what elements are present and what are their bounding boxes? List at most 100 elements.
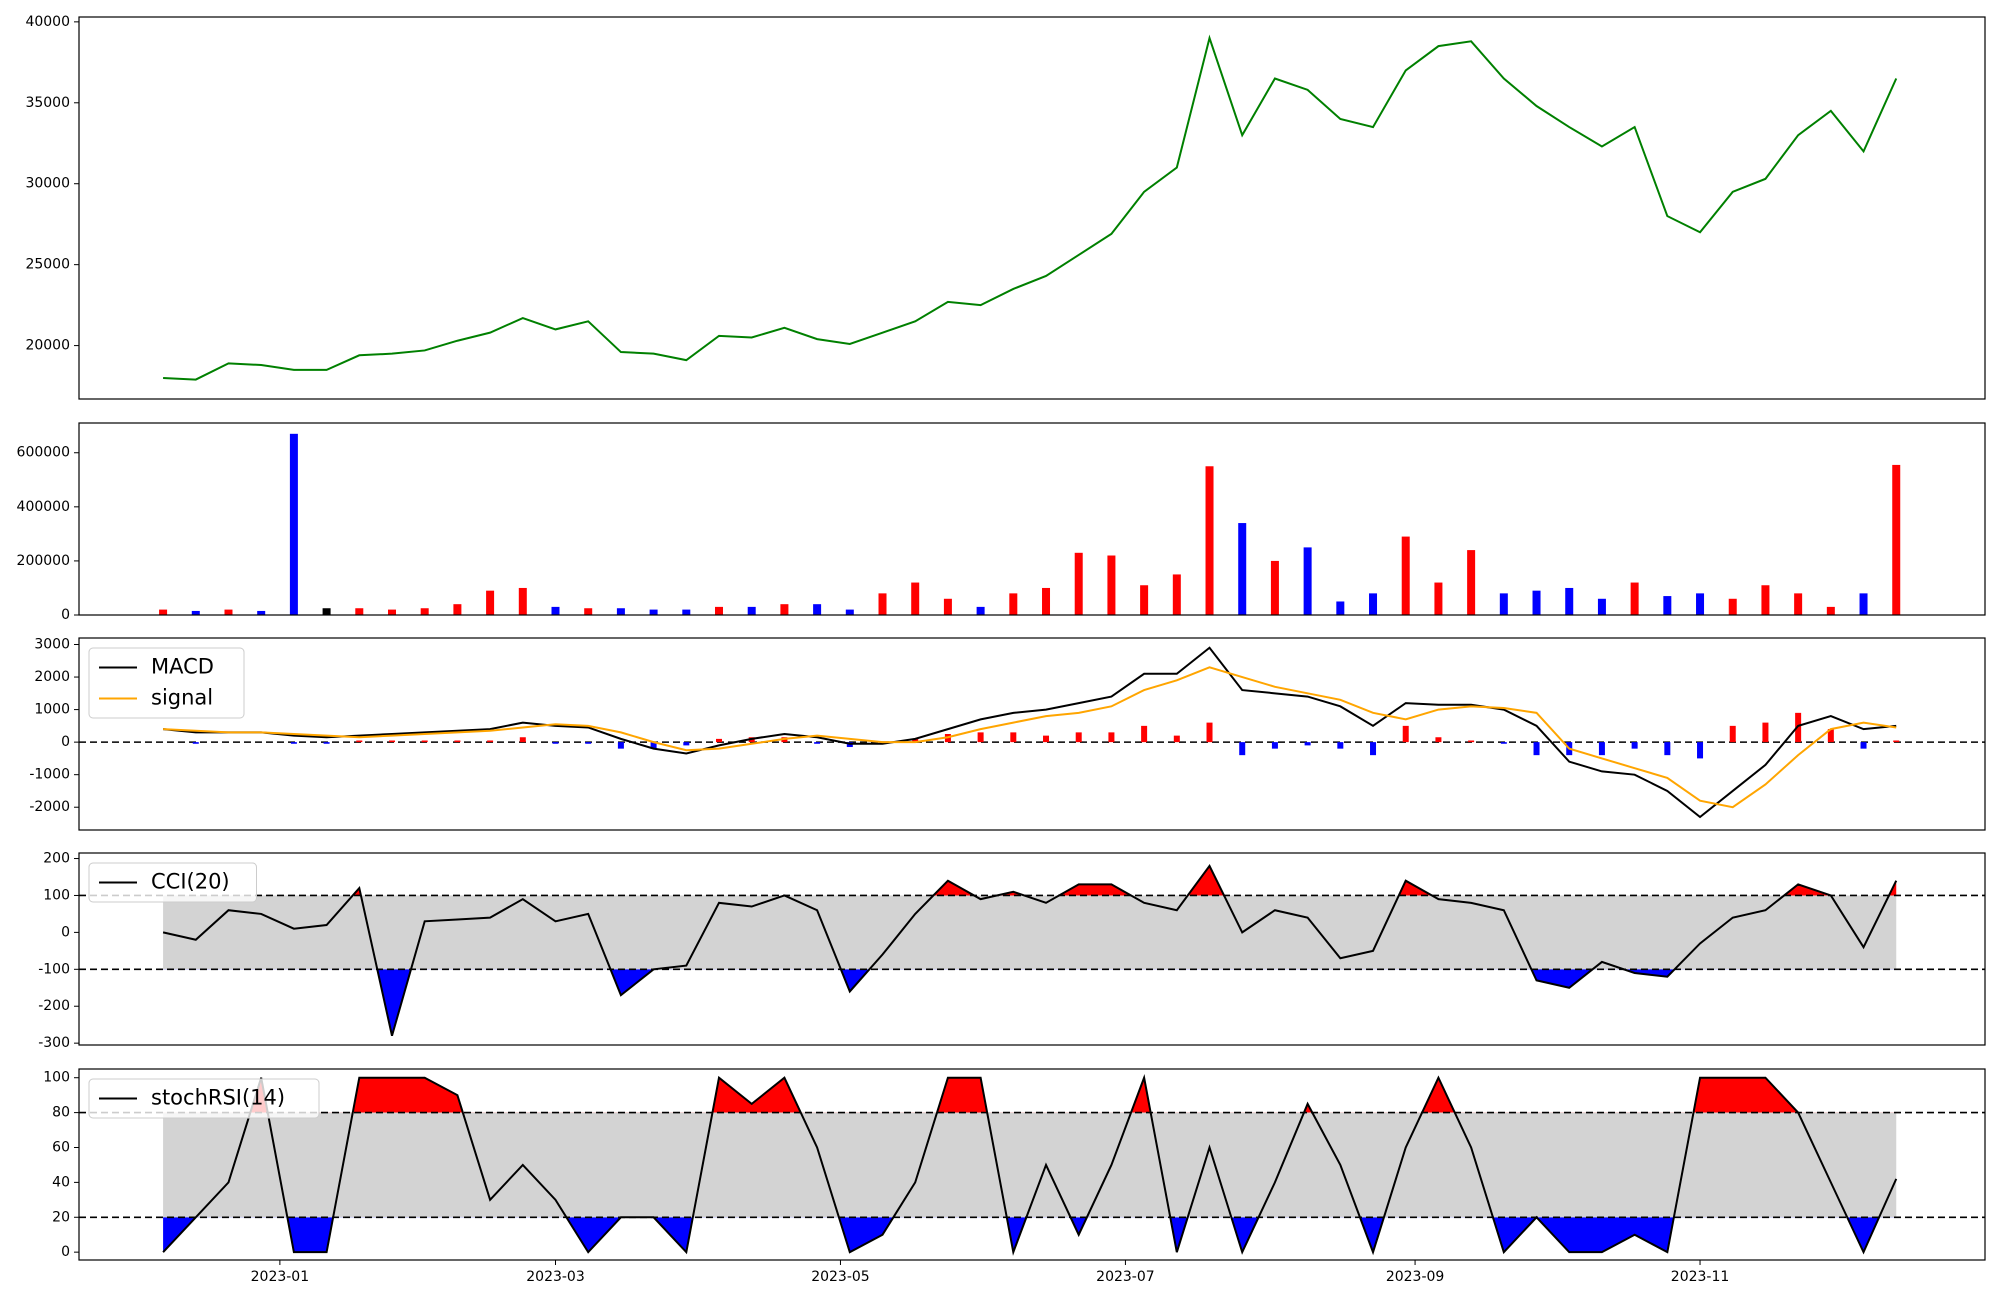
- volume-bar: [224, 609, 233, 615]
- histogram-bar: [1729, 725, 1736, 743]
- histogram-bar: [323, 742, 330, 744]
- y-tick-label: 25000: [25, 257, 70, 273]
- histogram-bar: [814, 742, 821, 744]
- series-line: [162, 1074, 1898, 1256]
- histogram-bar: [1893, 740, 1900, 743]
- volume-bar: [551, 606, 560, 615]
- x-tick-label: 2023-05: [811, 1269, 870, 1285]
- legend-label: MACD: [151, 655, 214, 679]
- y-tick-label: 100: [43, 887, 70, 903]
- volume-bar: [682, 609, 691, 615]
- x-tick-label: 2023-11: [1671, 1269, 1730, 1285]
- x-tick-label: 2023-07: [1096, 1269, 1155, 1285]
- legend-box: [88, 1078, 320, 1119]
- volume-bar: [486, 590, 495, 615]
- volume-bar: [1597, 598, 1606, 615]
- volume-bar: [289, 433, 298, 615]
- volume-bar: [420, 608, 429, 615]
- panel-frame: [78, 852, 1986, 1046]
- volume-bar: [322, 608, 331, 615]
- volume-bar: [1826, 606, 1835, 615]
- histogram-bar: [192, 742, 199, 744]
- histogram-bar: [1370, 742, 1377, 756]
- histogram-bar: [683, 742, 690, 746]
- histogram-bar: [1860, 742, 1867, 749]
- volume-bar: [1042, 587, 1051, 615]
- histogram-bar: [912, 738, 919, 743]
- y-tick-label: -300: [38, 1035, 70, 1051]
- volume-bar: [747, 606, 756, 615]
- volume-bar: [355, 608, 364, 615]
- legend-box: [88, 862, 257, 903]
- histogram-bar: [585, 742, 592, 744]
- y-tick-label: 0: [61, 924, 70, 940]
- volume-bar: [780, 604, 789, 615]
- histogram-bar: [1239, 742, 1246, 756]
- volume-bar: [1696, 593, 1705, 615]
- histogram-bar: [1402, 725, 1409, 743]
- legend-label: stochRSI(14): [151, 1086, 285, 1110]
- volume-bar: [813, 604, 822, 615]
- volume-bar: [1794, 593, 1803, 615]
- volume-bar: [1499, 593, 1508, 615]
- histogram-bar: [487, 740, 494, 743]
- volume-bar: [1401, 536, 1410, 615]
- panel-frame: [78, 1068, 1986, 1261]
- histogram-bar: [1598, 742, 1605, 756]
- histogram-bar: [1141, 725, 1148, 743]
- volume-bar: [1565, 587, 1574, 615]
- neutral-band: [163, 1112, 1897, 1218]
- volume-bar: [616, 608, 625, 615]
- volume-bar: [943, 598, 952, 615]
- histogram-bar: [617, 742, 624, 749]
- y-tick-label: 40000: [25, 14, 70, 30]
- y-tick-label: 200000: [17, 553, 70, 569]
- y-tick-label: 2000: [34, 669, 70, 685]
- volume-bar: [1434, 582, 1443, 615]
- volume-bar: [1467, 550, 1476, 615]
- histogram-bar: [1043, 735, 1050, 743]
- y-tick-label: 0: [61, 1244, 70, 1260]
- panel-frame: [78, 422, 1986, 616]
- volume-bar: [1336, 601, 1345, 615]
- histogram-bar: [1435, 737, 1442, 743]
- y-tick-label: 20000: [25, 338, 70, 354]
- volume-bar: [387, 609, 396, 615]
- histogram-bar: [1206, 722, 1213, 743]
- volume-bar: [1728, 598, 1737, 615]
- volume-bar: [1270, 560, 1279, 615]
- y-tick-label: -200: [38, 998, 70, 1014]
- x-tick-label: 2023-01: [251, 1269, 310, 1285]
- volume-bar: [1532, 590, 1541, 615]
- histogram-bar: [1827, 729, 1834, 743]
- volume-bar: [1172, 574, 1181, 615]
- volume-bar: [878, 593, 887, 615]
- histogram-bar: [1533, 742, 1540, 756]
- y-tick-label: 3000: [34, 637, 70, 653]
- volume-bar: [1369, 593, 1378, 615]
- histogram-bar: [290, 742, 297, 744]
- y-tick-label: 1000: [34, 702, 70, 718]
- histogram-bar: [356, 740, 363, 743]
- y-tick-label: 35000: [25, 95, 70, 111]
- volume-bar: [1630, 582, 1639, 615]
- histogram-bar: [552, 742, 559, 744]
- y-tick-label: 0: [61, 607, 70, 623]
- volume-bar: [911, 582, 920, 615]
- overbought-fill: [163, 1077, 1897, 1113]
- volume-bar: [976, 606, 985, 615]
- y-tick-label: 40: [52, 1174, 70, 1190]
- histogram-bar: [716, 738, 723, 743]
- series-line: [162, 864, 1898, 1037]
- volume-bar: [1107, 555, 1116, 615]
- histogram-bar: [1075, 732, 1082, 743]
- volume-bar: [1074, 552, 1083, 615]
- volume-bar: [1761, 585, 1770, 615]
- legend-label: CCI(20): [151, 870, 230, 894]
- y-tick-label: 200: [43, 851, 70, 867]
- panel-frame: [78, 16, 1986, 400]
- y-tick-label: 80: [52, 1105, 70, 1121]
- histogram-bar: [1337, 742, 1344, 749]
